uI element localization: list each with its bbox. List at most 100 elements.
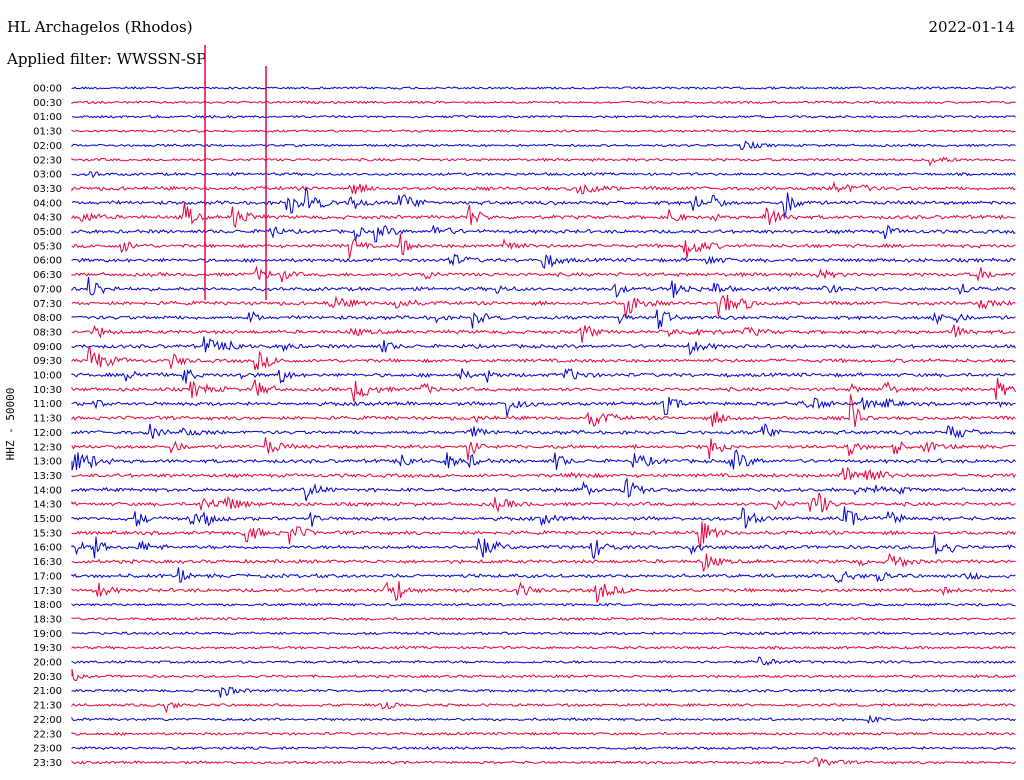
row-label: 06:00 bbox=[33, 256, 62, 267]
row-label: 17:30 bbox=[33, 586, 62, 597]
trace-line bbox=[71, 181, 1016, 195]
trace-line bbox=[71, 449, 1016, 471]
row-label: 08:30 bbox=[33, 327, 62, 338]
row-label: 11:00 bbox=[33, 399, 62, 410]
row-label: 06:30 bbox=[33, 270, 62, 281]
row-label: 16:30 bbox=[33, 557, 62, 568]
trace-line bbox=[72, 114, 1016, 119]
row-label: 09:30 bbox=[33, 356, 62, 367]
row-label: 15:00 bbox=[33, 514, 62, 525]
row-label: 10:00 bbox=[33, 371, 62, 382]
row-label: 19:30 bbox=[33, 643, 62, 654]
row-label: 00:30 bbox=[33, 98, 62, 109]
trace-line bbox=[71, 521, 1016, 548]
row-label: 03:00 bbox=[33, 170, 62, 181]
row-label: 21:30 bbox=[33, 701, 62, 712]
row-label: 07:30 bbox=[33, 299, 62, 310]
row-label: 01:30 bbox=[33, 127, 62, 138]
trace-line bbox=[71, 253, 1016, 269]
row-label: 13:30 bbox=[33, 471, 62, 482]
trace-line bbox=[71, 186, 1016, 218]
row-label: 02:00 bbox=[33, 141, 62, 152]
trace-line bbox=[71, 422, 1016, 439]
row-label: 08:00 bbox=[33, 313, 62, 324]
row-label: 07:00 bbox=[33, 284, 62, 295]
trace-line bbox=[71, 534, 1016, 560]
row-label: 10:30 bbox=[33, 385, 62, 396]
row-label: 20:00 bbox=[33, 658, 62, 669]
trace-line bbox=[71, 336, 1016, 356]
trace-line bbox=[71, 309, 1016, 329]
trace-line bbox=[71, 466, 1016, 481]
row-label: 14:30 bbox=[33, 500, 62, 511]
row-label: 22:00 bbox=[33, 715, 62, 726]
trace-line bbox=[71, 477, 1016, 501]
trace-line bbox=[71, 324, 1016, 343]
row-label: 05:30 bbox=[33, 241, 62, 252]
trace-line bbox=[71, 394, 1016, 428]
row-label: 12:00 bbox=[33, 428, 62, 439]
row-label: 14:00 bbox=[33, 485, 62, 496]
trace-line bbox=[71, 552, 1016, 572]
trace-line bbox=[71, 746, 1016, 751]
trace-line bbox=[71, 686, 1016, 698]
trace-line bbox=[71, 731, 1016, 736]
row-label: 12:30 bbox=[33, 442, 62, 453]
trace-line bbox=[71, 631, 1016, 636]
trace-line bbox=[71, 368, 1016, 384]
trace-line bbox=[71, 567, 1016, 584]
trace-line bbox=[71, 656, 1016, 666]
trace-line bbox=[71, 492, 1016, 513]
ylabel: HHZ - 50000 bbox=[4, 388, 17, 461]
trace-line bbox=[71, 437, 1016, 461]
trace-line bbox=[71, 346, 1016, 370]
row-label: 01:00 bbox=[33, 112, 62, 123]
trace-line bbox=[71, 377, 1016, 403]
row-label: 13:00 bbox=[33, 457, 62, 468]
row-label: 21:00 bbox=[33, 686, 62, 697]
trace-line bbox=[71, 581, 1016, 603]
row-label: 15:30 bbox=[33, 528, 62, 539]
row-label: 03:30 bbox=[33, 184, 62, 195]
trace-line bbox=[71, 171, 1016, 179]
row-label: 16:00 bbox=[33, 543, 62, 554]
trace-line bbox=[71, 645, 1016, 650]
row-label: 23:30 bbox=[33, 758, 62, 769]
row-label: 19:00 bbox=[33, 629, 62, 640]
trace-line bbox=[71, 224, 1016, 243]
row-label: 00:00 bbox=[33, 84, 62, 95]
row-label: 22:30 bbox=[33, 729, 62, 740]
trace-line bbox=[71, 669, 1016, 682]
trace-line bbox=[71, 701, 1016, 714]
trace-line bbox=[71, 86, 1016, 90]
trace-line bbox=[71, 616, 1016, 622]
trace-line bbox=[71, 233, 1016, 259]
row-label: 05:00 bbox=[33, 227, 62, 238]
trace-line bbox=[71, 100, 1016, 105]
trace-line bbox=[71, 140, 1016, 151]
trace-line bbox=[71, 156, 1016, 167]
trace-line bbox=[71, 129, 1016, 133]
row-label: 23:00 bbox=[33, 744, 62, 755]
filter-label: Applied filter: WWSSN-SP bbox=[7, 50, 207, 68]
row-label: 04:00 bbox=[33, 198, 62, 209]
trace-line bbox=[71, 757, 1016, 768]
row-label: 11:30 bbox=[33, 414, 62, 425]
row-label: 17:00 bbox=[33, 571, 62, 582]
row-label: 18:00 bbox=[33, 600, 62, 611]
row-label: 18:30 bbox=[33, 614, 62, 625]
trace-line bbox=[71, 714, 1016, 725]
trace-line bbox=[71, 506, 1016, 529]
row-label: 20:30 bbox=[33, 672, 62, 683]
row-label: 02:30 bbox=[33, 155, 62, 166]
trace-line bbox=[71, 602, 1016, 607]
trace-line bbox=[71, 265, 1016, 283]
date-label: 2022-01-14 bbox=[928, 18, 1015, 36]
row-label: 09:00 bbox=[33, 342, 62, 353]
trace-line bbox=[71, 201, 1016, 229]
trace-line bbox=[71, 277, 1016, 298]
trace-line bbox=[71, 397, 1016, 417]
trace-line bbox=[71, 294, 1016, 318]
row-label: 04:30 bbox=[33, 213, 62, 224]
